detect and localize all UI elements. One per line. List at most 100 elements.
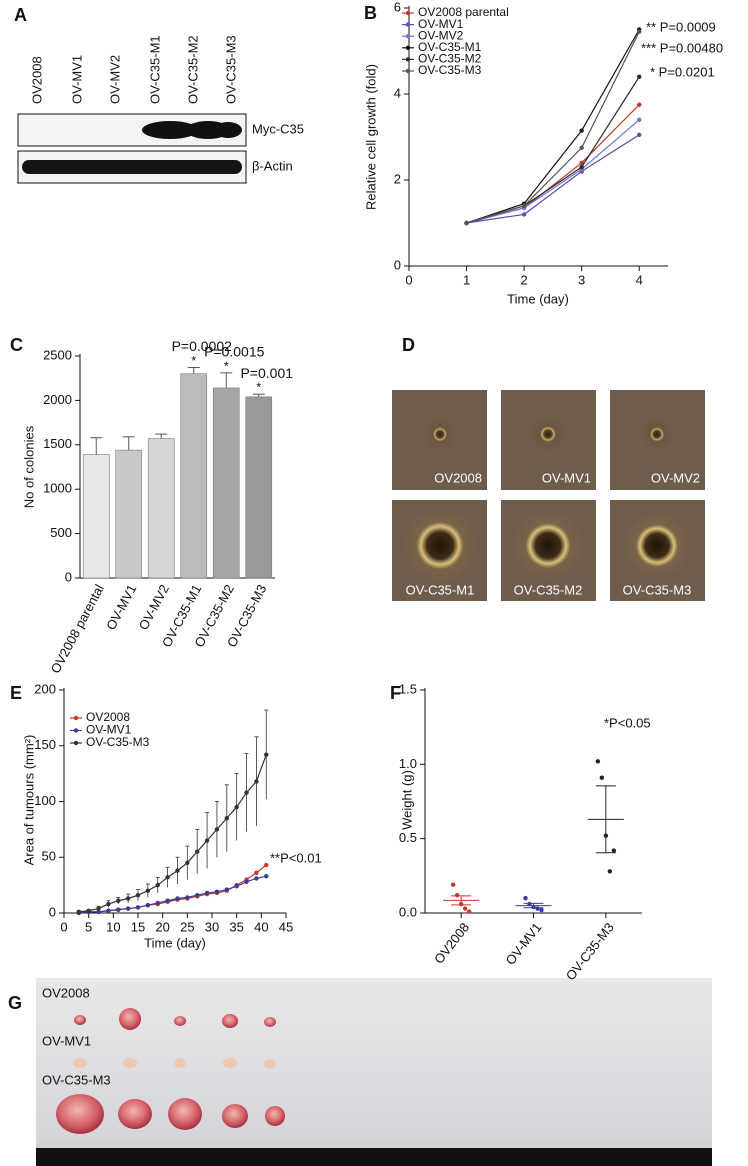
data-point (462, 906, 468, 911)
photo-label: OV-MV1 (42, 1033, 91, 1048)
series-line (78, 864, 267, 914)
data-point (135, 905, 141, 910)
data-point (637, 102, 642, 107)
legend-label: OV2008 parental (418, 5, 509, 19)
data-point (579, 160, 584, 165)
x-tick-label: 2 (520, 272, 527, 287)
tumour (168, 1098, 202, 1130)
data-point (155, 900, 160, 906)
y-tick-label: 1500 (43, 436, 72, 451)
tumour (174, 1058, 186, 1068)
x-tick-label: 5 (85, 919, 92, 934)
photo-label: OV-C35-M1 (406, 582, 475, 597)
photo-label: OV-MV1 (542, 470, 591, 485)
data-point (254, 876, 259, 881)
annotation: * P=0.0201 (650, 64, 715, 79)
lane-label: OV-C35-M1 (147, 35, 162, 104)
data-point (595, 759, 601, 764)
y-tick-label: 4 (394, 85, 401, 100)
colony (423, 419, 457, 453)
lane-label: OV2008 (29, 56, 44, 104)
data-point (165, 898, 170, 903)
photo-label: OV-C35-M2 (514, 582, 583, 597)
band-label: β-Actin (252, 158, 293, 173)
data-point (106, 908, 111, 913)
tumour (265, 1106, 285, 1126)
y-tick-label: 6 (394, 0, 401, 14)
data-point (135, 892, 141, 898)
data-point (254, 779, 259, 784)
y-tick-label: 0 (65, 569, 72, 584)
legend-label: OV-C35-M2 (418, 52, 482, 66)
legend-label: OV-C35-M1 (418, 40, 482, 54)
band (22, 160, 242, 174)
series-line (466, 119, 640, 224)
annotation: P=0.001 (240, 365, 293, 381)
data-point (76, 909, 82, 915)
series-line (466, 76, 640, 224)
x-tick-label: 35 (229, 919, 243, 934)
data-point (185, 860, 190, 866)
x-tick-label: 0 (405, 272, 412, 287)
x-tick-label: 4 (636, 272, 643, 287)
x-tick-label: OV-C35-M3 (563, 920, 617, 983)
y-tick-label: 50 (42, 849, 56, 864)
y-tick-label: 500 (50, 525, 72, 540)
data-point (116, 898, 121, 903)
data-point (607, 869, 613, 874)
data-point (466, 909, 472, 914)
data-point (244, 790, 249, 795)
x-tick-label: 45 (279, 919, 293, 934)
significance-star: * (191, 353, 196, 368)
band (214, 122, 242, 138)
data-point (224, 816, 229, 821)
data-point (523, 895, 528, 901)
data-point (125, 896, 131, 901)
data-point (195, 849, 200, 854)
tumour (222, 1014, 238, 1028)
data-point (264, 874, 269, 879)
y-tick-label: 1000 (43, 481, 72, 496)
band (142, 121, 198, 139)
legend-label: OV-MV2 (418, 28, 464, 42)
data-point (579, 164, 584, 170)
data-point (637, 132, 642, 138)
x-tick-label: OV-MV1 (503, 920, 545, 968)
panel-letter: B (364, 3, 377, 23)
y-tick-label: 0.0 (399, 904, 417, 919)
photo-label: OV-C35-M3 (623, 582, 692, 597)
photo (36, 978, 712, 1166)
panel-letter: F (390, 683, 401, 703)
data-point (579, 145, 584, 150)
y-tick-label: 1.0 (399, 756, 417, 771)
photo-label: OV-MV2 (651, 470, 700, 485)
x-tick-label: 20 (155, 919, 169, 934)
series-line (466, 31, 640, 224)
photo-label: OV-C35-M3 (42, 1072, 111, 1087)
data-point (521, 203, 527, 208)
data-point (521, 212, 527, 217)
bar (147, 438, 175, 579)
x-tick-label: 15 (131, 919, 145, 934)
bar (115, 449, 143, 579)
data-point (454, 892, 460, 898)
legend-marker (405, 10, 411, 16)
annotation: P=0.0015 (204, 344, 265, 360)
tumour-photo: OV2008 OV-MV1 OV-C35-M3 (36, 978, 712, 1166)
legend-marker (73, 728, 79, 733)
y-axis-label: Weight (g) (399, 770, 414, 830)
x-axis-label: Time (day) (507, 291, 569, 306)
photo-label: OV2008 (42, 985, 90, 1000)
data-point (464, 220, 469, 226)
y-axis-label: Relative cell growth (fold) (363, 64, 378, 210)
panel-letter: E (10, 683, 22, 703)
x-tick-label: OV2008 parental (48, 582, 107, 676)
legend-marker (405, 68, 411, 74)
colony (402, 509, 478, 585)
panel-letter: G (8, 993, 22, 1013)
data-point (175, 896, 180, 901)
tumour (73, 1058, 87, 1068)
x-tick-label: 0 (60, 919, 67, 934)
data-point (214, 889, 220, 895)
y-tick-label: 150 (34, 737, 56, 752)
